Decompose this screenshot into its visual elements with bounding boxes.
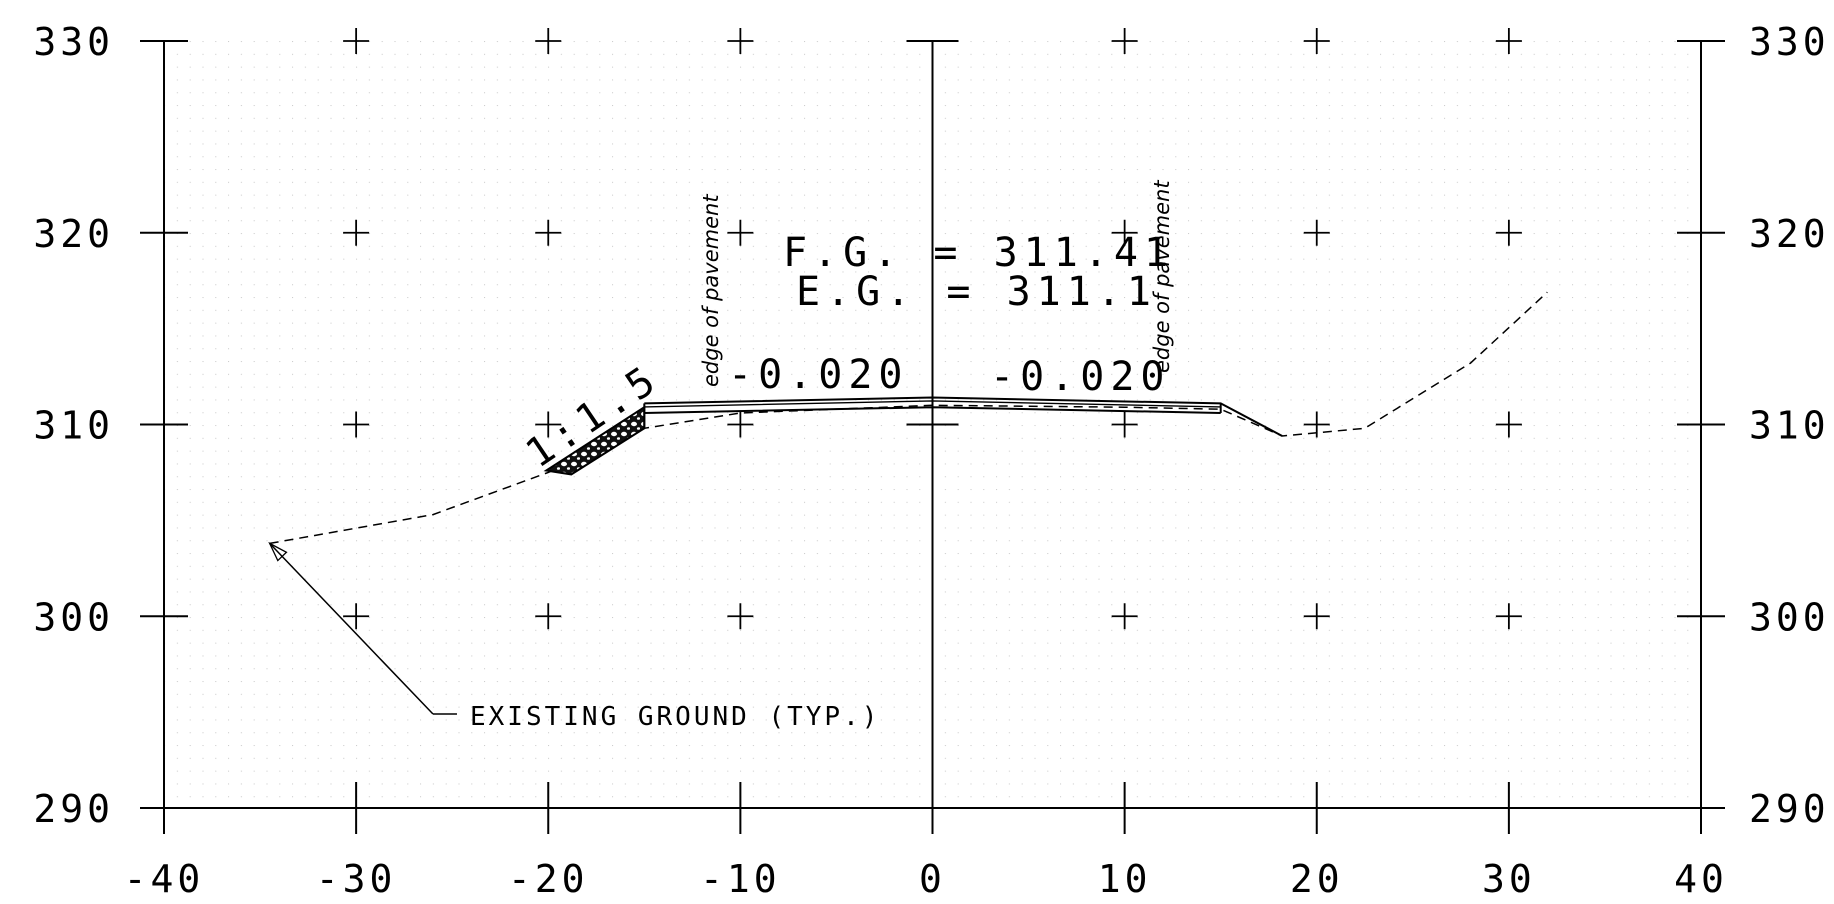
y-tick-label-right: 310	[1749, 404, 1830, 448]
axes	[140, 40, 1725, 834]
pavement-bottom-line	[644, 406, 1221, 414]
x-tick-label: 20	[1290, 857, 1344, 901]
slope-left-label: -0.020	[728, 352, 909, 398]
profiles	[268, 291, 1548, 715]
leader-line	[269, 542, 434, 715]
y-tick-label-left: 330	[33, 20, 114, 64]
eg-label: E.G. = 311.1	[796, 269, 1157, 315]
x-tick-label: -30	[316, 857, 397, 901]
finished-grade-line	[644, 396, 1283, 437]
existing-ground-line	[269, 291, 1548, 545]
pavement-surface-line	[644, 400, 1221, 408]
grid-crosses	[343, 28, 1522, 630]
x-tick-label: 0	[919, 857, 946, 901]
y-tick-label-left: 290	[33, 787, 114, 831]
x-tick-label: 30	[1482, 857, 1536, 901]
x-tick-label: -20	[508, 857, 589, 901]
fg-label: F.G. = 311.41	[783, 230, 1174, 276]
y-tick-label-left: 300	[33, 595, 114, 639]
x-tick-label: -40	[124, 857, 205, 901]
leader-arrowhead	[268, 541, 288, 562]
y-tick-label-right: 300	[1749, 595, 1830, 639]
y-tick-label-left: 320	[33, 212, 114, 256]
y-tick-label-right: 330	[1749, 20, 1830, 64]
y-tick-label-right: 290	[1749, 787, 1830, 831]
x-tick-label: 10	[1098, 857, 1152, 901]
x-tick-label: 40	[1674, 857, 1728, 901]
y-tick-label-right: 320	[1749, 212, 1830, 256]
x-tick-label: -10	[700, 857, 781, 901]
slope-right-label: -0.020	[990, 354, 1171, 400]
y-tick-label-left: 310	[33, 404, 114, 448]
edge-of-pavement-left: edge of pavement	[699, 194, 723, 387]
existing-ground-label: EXISTING GROUND (TYP.)	[470, 702, 880, 732]
edge-of-pavement-right: edge of pavement	[1150, 180, 1174, 373]
